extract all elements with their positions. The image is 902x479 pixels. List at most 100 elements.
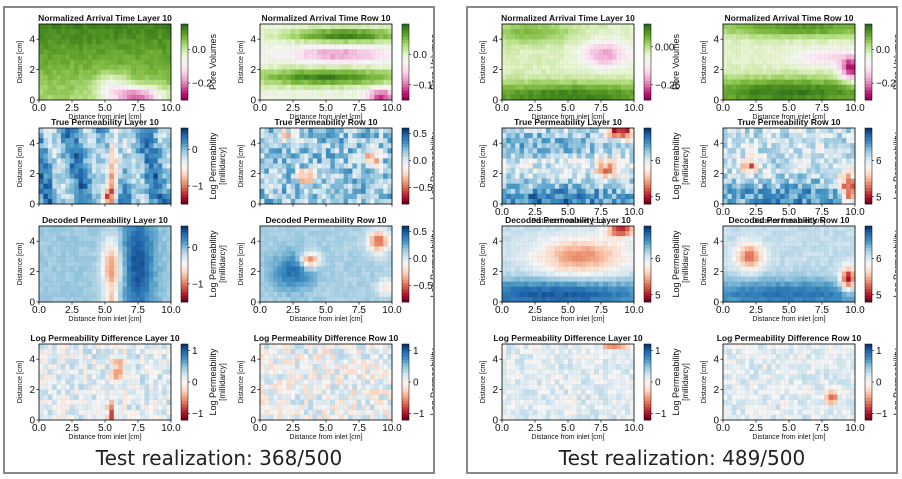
heatmap-cell bbox=[334, 89, 340, 96]
heatmap-cell bbox=[290, 178, 296, 185]
heatmap-cell bbox=[78, 343, 84, 350]
heatmap-cell bbox=[611, 23, 617, 30]
heatmap-cell bbox=[321, 235, 327, 242]
heatmap-cell bbox=[312, 132, 318, 139]
heatmap-cell bbox=[268, 173, 274, 180]
heatmap-cell bbox=[356, 94, 362, 101]
colorbar-segment bbox=[402, 33, 409, 38]
heatmap-cell bbox=[308, 251, 314, 257]
heatmap-cell bbox=[775, 94, 781, 101]
heatmap-cell bbox=[819, 49, 825, 55]
heatmap-cell bbox=[722, 84, 728, 91]
heatmap-cell bbox=[144, 291, 150, 298]
heatmap-cell bbox=[361, 28, 367, 35]
heatmap-cell bbox=[122, 374, 128, 380]
heatmap-cell bbox=[140, 394, 146, 401]
heatmap-cell bbox=[374, 399, 380, 406]
heatmap-cell bbox=[69, 230, 75, 237]
subplot-title: Decoded Permeability Row 10 bbox=[266, 215, 387, 225]
heatmap-cell bbox=[528, 59, 534, 65]
x-tick-label: 5.0 bbox=[98, 103, 112, 114]
heatmap-cell bbox=[162, 369, 168, 375]
heatmap-cell bbox=[722, 44, 728, 50]
heatmap-cell bbox=[166, 89, 172, 96]
heatmap-cell bbox=[118, 235, 124, 242]
colorbar-segment bbox=[644, 43, 651, 47]
heatmap-cell bbox=[140, 49, 146, 55]
heatmap-cell bbox=[784, 28, 790, 35]
heatmap-cell bbox=[113, 261, 119, 267]
heatmap-cell bbox=[303, 261, 309, 267]
heatmap-cell bbox=[52, 389, 58, 396]
y-tick-label: 4 bbox=[29, 35, 35, 46]
heatmap-cell bbox=[365, 246, 371, 252]
colorbar-segment bbox=[181, 347, 188, 351]
heatmap-cell bbox=[343, 256, 349, 262]
heatmap-cell bbox=[96, 89, 102, 96]
heatmap-cell bbox=[281, 291, 287, 298]
heatmap-cell bbox=[611, 79, 617, 86]
heatmap-cell bbox=[545, 59, 551, 65]
heatmap-cell bbox=[65, 364, 71, 370]
colorbar-segment bbox=[644, 62, 651, 66]
heatmap-cell bbox=[87, 241, 93, 247]
heatmap-cell bbox=[727, 33, 733, 40]
heatmap-cell bbox=[153, 59, 159, 65]
colorbar-segment bbox=[181, 46, 188, 50]
colorbar-segment bbox=[181, 283, 188, 287]
heatmap-cell bbox=[153, 276, 159, 283]
heatmap-cell bbox=[736, 69, 742, 76]
heatmap-cell bbox=[277, 89, 283, 96]
heatmap-cell bbox=[113, 79, 119, 86]
heatmap-cell bbox=[60, 394, 66, 401]
heatmap-cell bbox=[378, 127, 384, 134]
heatmap-cell bbox=[771, 33, 777, 40]
heatmap-cell bbox=[264, 148, 270, 154]
heatmap-cell bbox=[43, 153, 49, 159]
heatmap-cell bbox=[259, 241, 265, 247]
heatmap-cell bbox=[589, 54, 595, 60]
heatmap-cell bbox=[731, 44, 737, 50]
heatmap-cell bbox=[286, 178, 292, 185]
heatmap-cell bbox=[140, 359, 146, 365]
heatmap-cell bbox=[749, 59, 755, 65]
colorbar-segment bbox=[181, 241, 188, 246]
heatmap-cell bbox=[43, 69, 49, 76]
heatmap-cell bbox=[104, 137, 110, 144]
x-tick-label: 10.0 bbox=[624, 103, 644, 114]
heatmap-cell bbox=[352, 291, 358, 298]
heatmap-cell bbox=[91, 158, 97, 164]
heatmap-cell bbox=[268, 364, 274, 370]
heatmap-cell bbox=[47, 49, 53, 55]
heatmap-cell bbox=[290, 235, 296, 242]
heatmap-cell bbox=[82, 84, 88, 91]
heatmap-cell bbox=[157, 84, 163, 91]
y-tick-label: 0 bbox=[250, 200, 256, 211]
heatmap-cell bbox=[308, 28, 314, 35]
heatmap-cell bbox=[135, 143, 141, 149]
heatmap-cell bbox=[780, 69, 786, 76]
heatmap-cell bbox=[780, 89, 786, 96]
heatmap-cell bbox=[598, 74, 604, 81]
heatmap-cell bbox=[100, 353, 106, 360]
heatmap-cell bbox=[727, 59, 733, 65]
heatmap-cell bbox=[317, 137, 323, 144]
heatmap-cell bbox=[347, 414, 353, 421]
heatmap-cell bbox=[620, 89, 626, 96]
heatmap-cell bbox=[325, 132, 331, 139]
heatmap-cell bbox=[144, 143, 150, 149]
heatmap-cell bbox=[528, 28, 534, 35]
heatmap-cell bbox=[784, 74, 790, 81]
heatmap-cell bbox=[361, 132, 367, 139]
heatmap-cell bbox=[135, 241, 141, 247]
heatmap-cell bbox=[374, 198, 380, 205]
heatmap-cell bbox=[290, 173, 296, 180]
heatmap-cell bbox=[153, 64, 159, 71]
heatmap-cell bbox=[567, 94, 573, 101]
heatmap bbox=[38, 225, 172, 303]
heatmap-cell bbox=[321, 64, 327, 71]
heatmap-cell bbox=[780, 79, 786, 86]
heatmap-cell bbox=[356, 296, 362, 303]
heatmap-cell bbox=[43, 353, 49, 360]
heatmap-cell bbox=[56, 168, 62, 175]
